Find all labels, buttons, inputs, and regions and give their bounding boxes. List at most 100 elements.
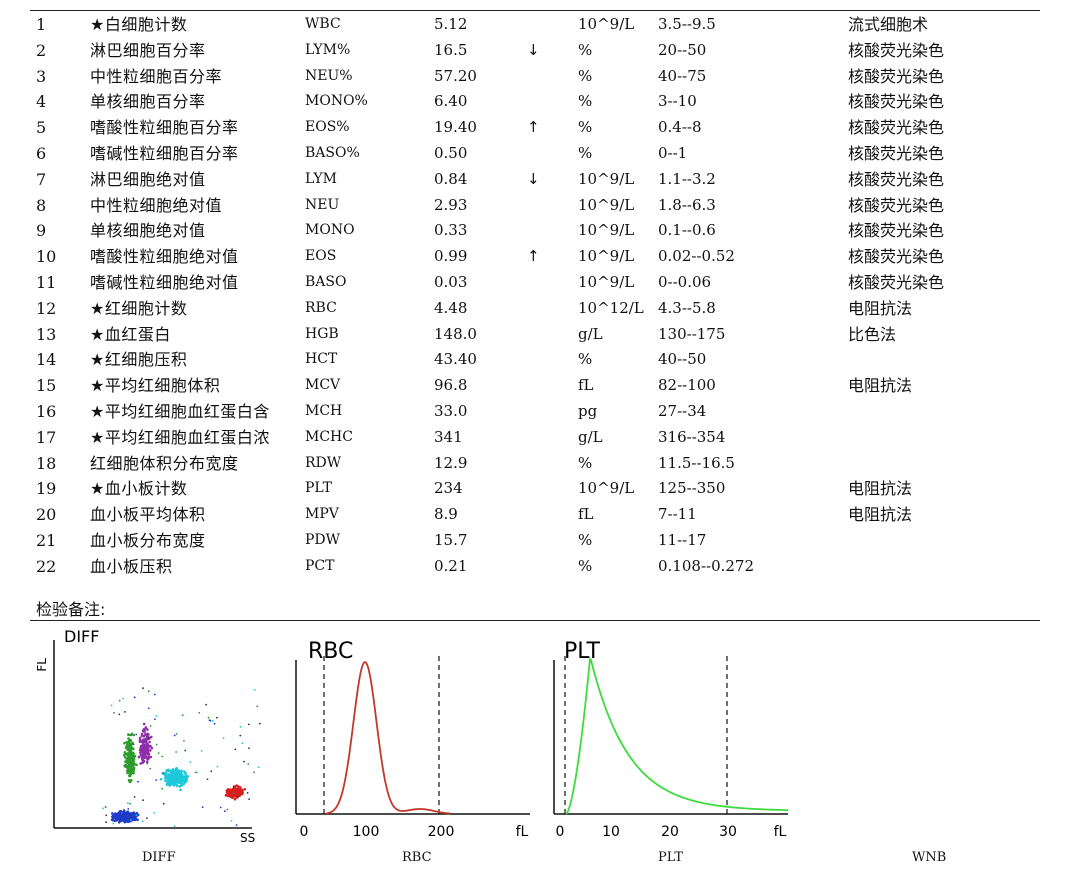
cell-code: BASO: [305, 274, 347, 290]
cell-code: LYM: [305, 170, 337, 187]
cell-code: MONO%: [305, 93, 368, 110]
cell-method: 核酸荧光染色: [848, 92, 945, 112]
cell-method: 电阻抗法: [848, 298, 913, 318]
cell-no: 3: [36, 66, 47, 86]
table-row: 10 嗜酸性粒细胞绝对值 EOS 0.99 ↑ 10^9/L 0.02--0.52 核酸荧光染…: [0, 244, 1080, 269]
cell-range: 0.4--8: [658, 118, 702, 137]
cell-name: 血小板平均体积: [90, 505, 206, 525]
cell-unit: g/L: [578, 427, 603, 446]
cell-flag: ↑: [527, 118, 540, 137]
cell-name: 单核细胞绝对值: [90, 221, 206, 241]
cell-code: PDW: [305, 532, 341, 548]
rbc-title: RBC: [308, 639, 353, 664]
cell-unit: %: [578, 144, 593, 162]
cell-range: 0.02--0.52: [658, 247, 735, 266]
cell-value: 341: [434, 427, 463, 446]
cell-code: EOS: [305, 248, 337, 265]
cell-code: BASO%: [305, 145, 360, 161]
cell-unit: 10^12/L: [578, 298, 644, 317]
cell-no: 10: [36, 247, 57, 267]
cell-method: 核酸荧光染色: [848, 144, 945, 163]
diff-title: DIFF: [64, 627, 99, 646]
table-row: 8 中性粒细胞绝对值 NEU 2.93 10^9/L 1.8--6.3 核酸荧光染色: [0, 193, 1080, 218]
rbc-caption: RBC: [402, 850, 432, 865]
plt-caption: PLT: [658, 850, 683, 865]
table-row: 20 血小板平均体积 MPV 8.9 fL 7--11 电阻抗法: [0, 502, 1080, 527]
cell-name: 嗜酸性粒细胞绝对值: [90, 247, 239, 267]
cell-code: MONO: [305, 222, 355, 239]
plt-tick-fl: fL: [774, 824, 787, 840]
cell-unit: pg: [578, 402, 598, 420]
cell-range: 3--10: [658, 92, 697, 111]
cell-code: PLT: [305, 480, 332, 497]
plt-tick-30: 30: [719, 824, 737, 840]
cell-no: 19: [36, 479, 57, 499]
cell-name: 红细胞体积分布宽度: [90, 453, 239, 473]
cell-no: 1: [36, 15, 47, 34]
cell-unit: %: [578, 118, 593, 137]
table-row: 17 ★平均红细胞血红蛋白浓 MCHC 341 g/L 316--354: [0, 425, 1080, 450]
diff-clusters: [102, 687, 261, 828]
cell-value: 0.84: [434, 169, 468, 188]
cell-value: 0.21: [434, 556, 468, 575]
cell-range: 11.5--16.5: [658, 453, 735, 472]
cell-method: 核酸荧光染色: [848, 40, 945, 60]
cell-code: PCT: [305, 557, 335, 574]
cell-range: 316--354: [658, 427, 726, 446]
cell-value: 43.40: [434, 350, 477, 369]
cell-range: 0.1--0.6: [658, 221, 716, 240]
cell-range: 130--175: [658, 324, 726, 343]
table-row: 21 血小板分布宽度 PDW 15.7% 11--17: [0, 528, 1080, 553]
cell-unit: %: [578, 531, 593, 549]
cell-value: 16.5: [434, 40, 468, 59]
cell-no: 7: [36, 169, 47, 189]
cell-name: ★白细胞计数: [90, 15, 188, 34]
cell-name: ★平均红细胞血红蛋白浓: [90, 427, 270, 447]
cell-range: 0.108--0.272: [658, 556, 755, 575]
cell-name: ★平均红细胞体积: [90, 376, 221, 396]
cell-no: 13: [36, 324, 57, 344]
cell-method: 电阻抗法: [848, 479, 913, 499]
cell-code: MPV: [305, 506, 339, 523]
table-row: 19 ★血小板计数 PLT 234 10^9/L 125--350 电阻抗法: [0, 476, 1080, 501]
cell-code: LYM%: [305, 41, 351, 58]
rbc-tick-100: 100: [353, 824, 380, 840]
plt-tick-0: 0: [556, 824, 565, 840]
diff-y-axis-label: FL: [35, 658, 49, 672]
cell-unit: %: [578, 453, 593, 472]
cell-method: 核酸荧光染色: [848, 169, 945, 189]
cell-unit: %: [578, 40, 593, 59]
cell-value: 0.03: [434, 273, 468, 291]
table-row: 4 单核细胞百分率 MONO% 6.40% 3--10 核酸荧光染色: [0, 89, 1080, 114]
cell-no: 14: [36, 350, 57, 370]
cell-value: 0.50: [434, 144, 468, 162]
table-row: 18 红细胞体积分布宽度 RDW 12.9% 11.5--16.5: [0, 451, 1080, 476]
cell-range: 40--75: [658, 66, 707, 85]
cell-no: 8: [36, 195, 47, 215]
cell-unit: fL: [578, 376, 594, 395]
cell-value: 4.48: [434, 298, 468, 317]
cell-name: 淋巴细胞绝对值: [90, 169, 206, 189]
table-row: 14 ★红细胞压积 HCT 43.40% 40--50: [0, 347, 1080, 372]
cell-method: 核酸荧光染色: [848, 247, 945, 267]
cell-unit: 10^9/L: [578, 221, 635, 240]
cell-code: MCH: [305, 403, 343, 419]
cell-unit: g/L: [578, 324, 603, 343]
cell-code: WBC: [305, 16, 341, 32]
table-row: 1 ★白细胞计数 WBC 5.12 10^9/L 3.5--9.5 流式细胞术: [0, 12, 1080, 37]
cell-value: 15.7: [434, 531, 468, 549]
cell-range: 82--100: [658, 376, 716, 395]
cell-range: 125--350: [658, 479, 726, 498]
cell-name: ★红细胞计数: [90, 298, 188, 318]
cell-name: ★红细胞压积: [90, 350, 188, 370]
cell-unit: 10^9/L: [578, 273, 635, 291]
cell-range: 3.5--9.5: [658, 15, 716, 33]
cell-code: HGB: [305, 325, 339, 342]
cell-unit: fL: [578, 505, 594, 524]
table-row: 11 嗜碱性粒细胞绝对值 BASO 0.03 10^9/L 0--0.06 核酸荧光染色: [0, 270, 1080, 295]
cell-name: 中性粒细胞百分率: [90, 66, 223, 86]
cell-name: 嗜碱性粒细胞绝对值: [90, 273, 239, 292]
cell-unit: %: [578, 350, 593, 369]
rbc-distribution-curve: [325, 660, 451, 815]
plt-tick-10: 10: [602, 824, 620, 840]
